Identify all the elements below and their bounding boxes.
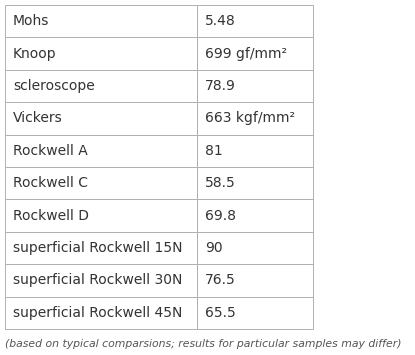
Text: Vickers: Vickers (13, 111, 63, 125)
Bar (197, 264, 313, 296)
Bar (5, 102, 197, 135)
Text: scleroscope: scleroscope (13, 79, 95, 93)
Text: 5.48: 5.48 (205, 14, 236, 28)
Bar (5, 264, 197, 296)
Bar (197, 37, 313, 70)
Bar (5, 200, 197, 232)
Text: Rockwell D: Rockwell D (13, 209, 89, 223)
Text: 663 kgf/mm²: 663 kgf/mm² (205, 111, 295, 125)
Text: superficial Rockwell 15N: superficial Rockwell 15N (13, 241, 183, 255)
Bar (5, 37, 197, 70)
Bar (197, 167, 313, 200)
Text: superficial Rockwell 30N: superficial Rockwell 30N (13, 273, 182, 288)
Text: Rockwell C: Rockwell C (13, 176, 88, 190)
Bar (5, 70, 197, 102)
Text: Mohs: Mohs (13, 14, 49, 28)
Bar (5, 167, 197, 200)
Text: 65.5: 65.5 (205, 306, 236, 320)
Bar (5, 232, 197, 264)
Bar (197, 102, 313, 135)
Text: (based on typical comparsions; results for particular samples may differ): (based on typical comparsions; results f… (5, 339, 401, 349)
Bar (197, 5, 313, 37)
Text: 81: 81 (205, 144, 223, 158)
Bar (5, 296, 197, 329)
Text: 699 gf/mm²: 699 gf/mm² (205, 47, 287, 61)
Bar (197, 135, 313, 167)
Bar (197, 70, 313, 102)
Text: 58.5: 58.5 (205, 176, 236, 190)
Bar (5, 135, 197, 167)
Bar (197, 296, 313, 329)
Bar (197, 232, 313, 264)
Text: 90: 90 (205, 241, 223, 255)
Text: Rockwell A: Rockwell A (13, 144, 88, 158)
Text: 78.9: 78.9 (205, 79, 236, 93)
Text: Knoop: Knoop (13, 47, 56, 61)
Text: 69.8: 69.8 (205, 209, 236, 223)
Bar (197, 200, 313, 232)
Bar (5, 5, 197, 37)
Text: superficial Rockwell 45N: superficial Rockwell 45N (13, 306, 182, 320)
Text: 76.5: 76.5 (205, 273, 236, 288)
